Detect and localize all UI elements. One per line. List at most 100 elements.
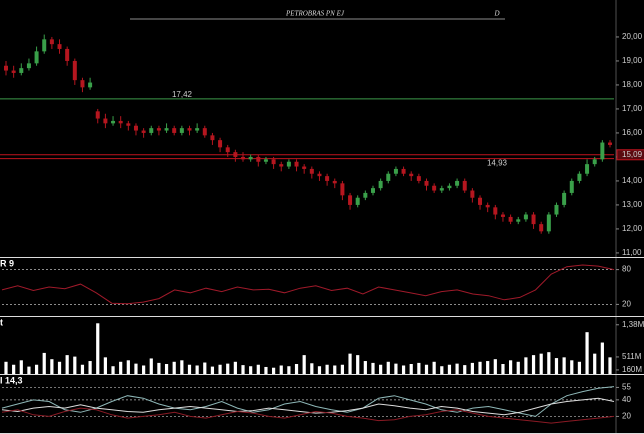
chart-title: PETROBRAS PN EJ xyxy=(285,10,345,18)
chart-subtitle: D xyxy=(493,10,499,18)
bar xyxy=(187,364,192,374)
panel-title: t xyxy=(0,317,3,327)
y-tick-label: 17,00 xyxy=(622,104,643,113)
series-line xyxy=(1,397,615,416)
y-tick-label: 1,38M xyxy=(622,320,644,329)
bar xyxy=(310,363,314,374)
bar xyxy=(432,361,436,374)
y-tick-label: 14,00 xyxy=(622,176,643,185)
bar xyxy=(226,363,230,374)
bar xyxy=(157,362,161,374)
bar xyxy=(340,364,345,374)
level-label: 15,09 xyxy=(622,150,643,159)
bar xyxy=(73,356,77,374)
y-tick-label: 19,00 xyxy=(622,56,643,65)
candle-body xyxy=(447,185,452,189)
candle-body xyxy=(202,128,207,136)
bar xyxy=(585,332,589,374)
bar xyxy=(126,360,130,374)
bar xyxy=(386,361,390,374)
bar xyxy=(19,360,23,374)
series-line xyxy=(1,407,615,424)
candle-body xyxy=(11,70,16,73)
bar xyxy=(593,353,597,374)
y-tick-label: 12,00 xyxy=(622,224,643,233)
bar xyxy=(608,357,612,374)
candle-body xyxy=(19,68,24,73)
y-tick-label: 18,00 xyxy=(622,80,643,89)
candle-body xyxy=(455,180,460,186)
bar xyxy=(287,366,291,374)
bar xyxy=(417,362,421,374)
candle-body xyxy=(141,130,146,133)
bar xyxy=(509,360,513,374)
candle-body xyxy=(95,111,100,119)
bar xyxy=(547,352,551,374)
candle-body xyxy=(493,207,498,215)
bar xyxy=(570,360,574,374)
candle-body xyxy=(309,168,314,174)
level-label: 14,93 xyxy=(487,159,508,168)
candle-body xyxy=(508,216,513,222)
candle-body xyxy=(49,39,54,45)
bar xyxy=(65,355,69,374)
candle-body xyxy=(424,180,429,186)
bar xyxy=(103,357,107,374)
bar xyxy=(42,352,46,374)
bar xyxy=(371,362,375,374)
bar xyxy=(264,366,268,374)
bar xyxy=(50,359,54,374)
bar xyxy=(210,366,215,374)
candle-body xyxy=(562,192,567,205)
bar xyxy=(88,361,92,374)
bar xyxy=(203,362,207,374)
bar xyxy=(294,364,299,374)
bar xyxy=(486,361,490,374)
y-tick-label: 40 xyxy=(622,395,631,404)
candle-body xyxy=(577,173,582,181)
bar xyxy=(463,365,467,374)
candle-body xyxy=(370,188,375,193)
candle-body xyxy=(432,185,437,191)
bar xyxy=(172,361,176,374)
bar xyxy=(111,366,115,374)
candle-body xyxy=(393,168,398,174)
candle-body xyxy=(485,204,490,208)
y-tick-label: 80 xyxy=(622,265,631,274)
candle-body xyxy=(241,156,246,160)
candle-body xyxy=(531,214,536,225)
bar xyxy=(356,355,360,374)
bar xyxy=(394,363,398,374)
bar xyxy=(164,364,169,374)
candle-body xyxy=(111,120,116,124)
candle-body xyxy=(439,188,444,191)
bar xyxy=(4,361,8,374)
candle-body xyxy=(569,180,574,193)
candle-body xyxy=(133,125,138,131)
bar xyxy=(325,364,329,374)
bar xyxy=(279,365,283,374)
candle-body xyxy=(585,164,590,174)
candle-body xyxy=(42,39,47,52)
bar xyxy=(524,357,528,374)
series-line xyxy=(1,264,615,305)
candle-body xyxy=(118,120,123,124)
y-tick-label: 16,00 xyxy=(622,128,643,137)
candle-body xyxy=(470,190,475,198)
candle-body xyxy=(317,173,322,177)
bar xyxy=(271,367,276,374)
candle-body xyxy=(340,183,345,196)
candle-body xyxy=(363,192,368,198)
candle-body xyxy=(271,159,276,165)
candle-body xyxy=(279,164,284,167)
bar xyxy=(241,365,245,374)
bar xyxy=(493,359,497,374)
candle-body xyxy=(218,140,223,148)
candle-body xyxy=(187,128,192,131)
candle-body xyxy=(554,204,559,215)
level-tag xyxy=(616,149,644,161)
candle-body xyxy=(88,82,93,88)
y-tick-label: 20 xyxy=(622,412,631,421)
bar xyxy=(80,364,85,374)
candle-body xyxy=(608,142,612,145)
